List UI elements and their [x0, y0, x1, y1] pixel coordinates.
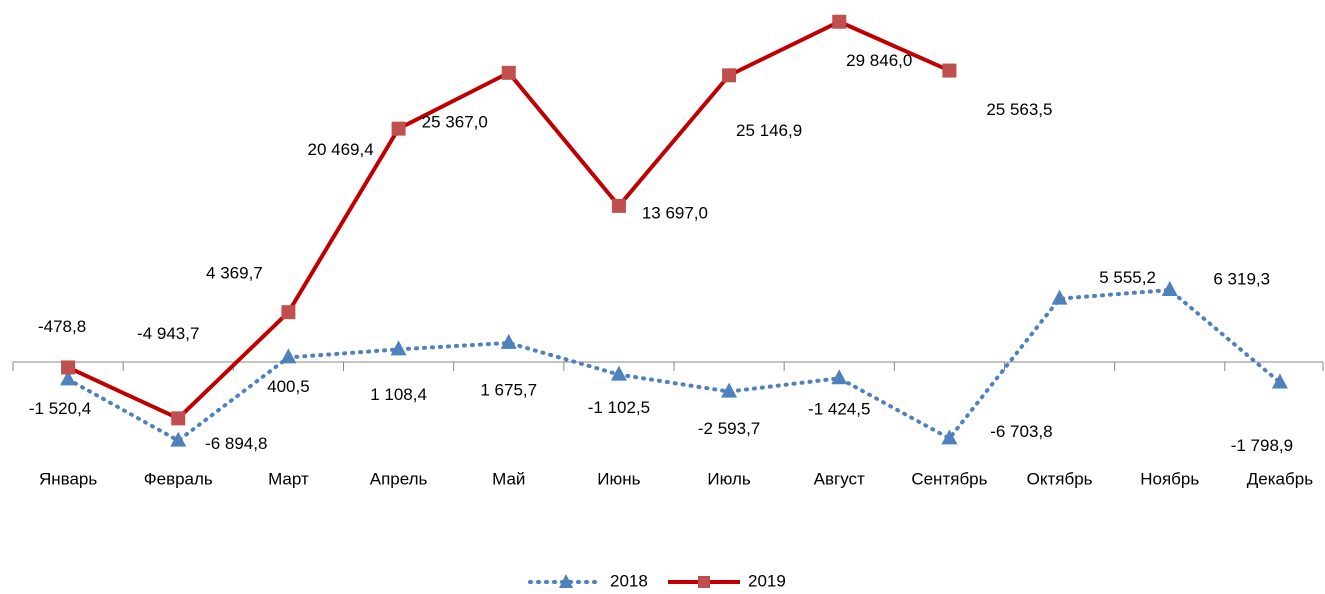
marker	[61, 360, 76, 375]
marker	[501, 65, 516, 80]
marker	[280, 348, 297, 364]
x-tick-label: Сентябрь	[911, 469, 987, 488]
legend-marker	[698, 576, 710, 588]
marker	[281, 305, 296, 320]
series-line	[67, 19, 951, 421]
marker	[832, 14, 847, 29]
data-label: -1 102,5	[588, 398, 650, 417]
x-tick-label: Апрель	[370, 469, 428, 488]
marker	[941, 429, 958, 445]
data-label: -1 520,4	[29, 399, 91, 418]
data-label: 25 146,9	[736, 121, 802, 140]
marker	[1161, 280, 1178, 296]
data-label: 1 675,7	[480, 380, 537, 399]
x-tick-label: Июнь	[597, 469, 640, 488]
marker	[722, 68, 737, 83]
data-label: 25 367,0	[422, 112, 488, 131]
data-label: 4 369,7	[206, 264, 263, 283]
legend-label: 2018	[610, 571, 648, 590]
data-label: 20 469,4	[307, 140, 373, 159]
series: -1 520,4 -6 894,8 400,5 1 108,4 1 675,7 -1 10…	[29, 268, 1293, 455]
marker	[391, 121, 406, 136]
legend-label: 2019	[748, 571, 786, 590]
data-label: 6 319,3	[1213, 269, 1270, 288]
data-label: 29 846,0	[846, 51, 912, 70]
x-tick-label: Май	[492, 469, 525, 488]
data-label: 400,5	[267, 377, 310, 396]
marker	[831, 369, 848, 385]
data-label: -6 703,8	[990, 422, 1052, 441]
marker	[60, 370, 77, 386]
legend-marker	[559, 574, 573, 588]
marker	[942, 63, 957, 78]
x-tick-label: Декабрь	[1247, 469, 1313, 488]
marker	[610, 365, 627, 381]
data-label: -6 894,8	[205, 434, 267, 453]
data-label: 13 697,0	[642, 203, 708, 222]
x-tick-label: Февраль	[144, 469, 213, 488]
x-tick-label: Июль	[707, 469, 751, 488]
marker	[1271, 373, 1288, 389]
data-label: -478,8	[38, 317, 86, 336]
marker	[1051, 289, 1068, 305]
series: -478,8 -4 943,7 4 369,7 20 469,4 25 367,0 13 …	[38, 14, 1053, 426]
marker	[390, 340, 407, 356]
data-label: -1 424,5	[808, 400, 870, 419]
marker	[170, 431, 187, 447]
data-label: -2 593,7	[698, 419, 760, 438]
series-line	[66, 287, 1282, 443]
data-label: 5 555,2	[1099, 268, 1156, 287]
data-label: -4 943,7	[137, 324, 199, 343]
marker	[500, 333, 517, 349]
x-tick-label: Октябрь	[1027, 469, 1093, 488]
marker	[171, 411, 186, 426]
marker	[611, 198, 626, 213]
x-tick-label: Август	[814, 469, 865, 488]
marker	[721, 382, 738, 398]
x-tick-label: Январь	[39, 469, 97, 488]
x-tick-label: Ноябрь	[1140, 469, 1199, 488]
data-label: -1 798,9	[1231, 436, 1293, 455]
data-label: 1 108,4	[370, 385, 427, 404]
x-tick-label: Март	[268, 469, 309, 488]
data-label: 25 563,5	[986, 100, 1052, 119]
